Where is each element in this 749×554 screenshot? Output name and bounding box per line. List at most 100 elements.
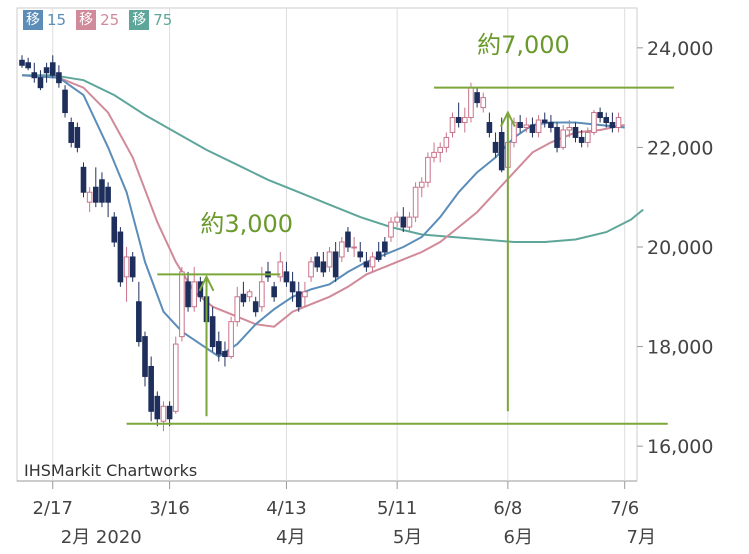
legend-ma75-label: 75 [153,11,173,29]
candle-body [326,251,333,268]
legend-ma25-box: 移 [76,10,97,30]
candle [234,286,241,327]
candle-body [382,241,388,253]
candle-body [166,405,173,420]
y-tick-label: 20,000 [647,237,713,259]
candle [216,331,222,362]
plot-frame [16,7,638,482]
candle-body [129,256,136,278]
candle [93,167,99,208]
candle-body [136,301,142,343]
candle [49,55,56,78]
candle-body [191,281,197,308]
y-tick-label: 22,000 [647,137,713,159]
candle [326,246,333,272]
vertical-gridlines [52,8,626,481]
candle-body [179,271,185,338]
candles [19,55,622,432]
arrow-head [198,274,215,292]
candle [289,271,296,302]
candle-body [578,136,585,143]
candle [222,341,228,367]
candle-body [252,301,259,313]
candle [597,107,603,123]
x-tick-label: 4/13 [266,498,306,519]
candle-body [566,126,573,131]
y-tick-label: 16,000 [647,436,713,458]
candle-body [209,316,216,348]
candle-body [431,151,437,158]
candle [480,92,487,113]
annotation-label: 約3,000 [200,210,293,238]
candle-body [185,281,191,308]
candle [172,336,179,414]
candle [511,117,517,148]
candle-body [160,405,167,422]
candle-body [43,67,50,74]
candle [277,251,284,282]
candle-body [394,216,400,223]
moving-average-lines [21,74,644,358]
candle [154,391,161,427]
candle-body [295,291,302,308]
candle [548,115,554,133]
candle-body [400,216,407,228]
candle-body [345,231,351,248]
candle [449,112,456,138]
candle [585,127,591,148]
ma75-line [22,74,644,243]
legend-ma75: 移 75 [129,10,172,30]
candle-body [369,256,376,268]
candle [363,251,370,272]
candle-body [154,395,161,420]
candle [462,107,468,133]
candle-body [332,251,339,278]
candle [369,251,376,272]
candle-body [554,126,560,148]
candle [25,57,31,71]
candle-body [80,166,87,193]
candle-body [535,119,542,133]
candle [388,217,394,243]
ma25-line [21,74,625,328]
candle [339,237,345,262]
candle [492,132,499,158]
candle-body [609,122,616,128]
candle [308,256,314,282]
candle [345,227,351,252]
candle [394,212,400,228]
candle-body [37,77,44,89]
candle-body [19,59,25,66]
candle-body [277,261,284,278]
x-tick-label: 3/16 [149,498,189,519]
candle-body [68,122,75,143]
candle [615,112,622,133]
candle-body [351,246,357,249]
candle [609,112,616,133]
candle [603,112,610,128]
candle-body [93,186,99,203]
candle-body [480,97,487,109]
candle [425,152,431,188]
candle [160,401,167,432]
candle [529,117,536,138]
candle-body [117,231,124,283]
candle-body [86,191,93,203]
candle-body [339,241,345,258]
y-axis-ticks: 24,000 22,000 20,000 18,000 16,000 [637,38,713,458]
candle [382,237,388,257]
candle [560,125,567,150]
month-label: 7月 [627,527,656,548]
candle-body [603,117,610,124]
candle-body [455,117,462,124]
annotation-arrow [499,110,516,412]
candle-body [240,293,247,303]
candle-body [517,122,523,128]
candle-body [357,251,364,258]
candle [455,102,462,128]
annotation-labels: 約3,000 約7,000 [200,31,569,238]
candle [320,251,327,277]
month-label: 2月 2020 [61,527,142,548]
x-tick-label: 5/11 [377,498,417,519]
month-label: 4月 [276,527,305,548]
